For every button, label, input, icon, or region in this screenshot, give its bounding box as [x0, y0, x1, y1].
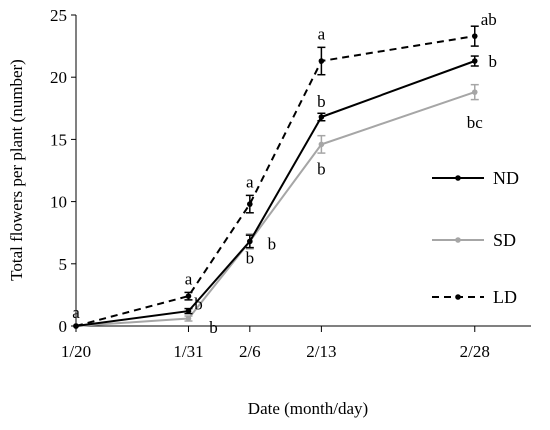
significance-letter: a	[72, 303, 80, 322]
y-tick-label: 25	[50, 6, 67, 25]
x-axis-title: Date (month/day)	[248, 399, 368, 418]
y-tick-label: 5	[59, 255, 68, 274]
y-tick-label: 20	[50, 68, 67, 87]
axes	[75, 15, 531, 327]
significance-letter: a	[246, 172, 254, 191]
significance-letter: b	[489, 52, 498, 71]
significance-letter: b	[194, 295, 203, 314]
y-tick-label: 15	[50, 130, 67, 149]
legend-swatch-marker	[455, 294, 461, 300]
x-tick-label: 2/6	[239, 342, 261, 361]
significance-letter: b	[268, 234, 277, 253]
data-point	[185, 315, 192, 322]
legend-item-nd: ND	[432, 168, 519, 188]
y-axis-title: Total flowers per plant (number)	[7, 59, 26, 281]
data-point	[318, 114, 325, 120]
y-tick-label: 0	[59, 317, 68, 336]
significance-letter: b	[317, 159, 326, 178]
legend-label: ND	[493, 168, 519, 188]
series-line-nd	[75, 60, 476, 327]
legend-label: SD	[493, 230, 516, 250]
x-tick-label: 2/13	[306, 342, 336, 361]
series-line-ld	[75, 35, 475, 327]
x-tick-label: 2/28	[460, 342, 490, 361]
legend-swatch-marker	[455, 237, 461, 243]
legend: ND SD LD	[432, 168, 519, 307]
significance-letter: b	[317, 92, 326, 111]
data-point	[73, 323, 79, 329]
x-tick-label: 1/20	[61, 342, 91, 361]
significance-letter: ab	[481, 10, 497, 29]
legend-item-ld: LD	[432, 287, 517, 307]
data-point	[247, 238, 253, 245]
legend-label: LD	[493, 287, 517, 307]
significance-letter: bc	[467, 113, 484, 132]
data-point	[318, 141, 325, 148]
significance-letter: a	[318, 24, 326, 43]
data-point	[471, 58, 478, 64]
data-point	[471, 33, 478, 39]
legend-item-sd: SD	[432, 230, 516, 250]
series-layer	[73, 25, 479, 329]
data-point	[247, 201, 253, 207]
series-sd	[73, 83, 479, 329]
legend-swatch-marker	[455, 175, 461, 181]
significance-letter: b	[209, 318, 218, 337]
significance-letter: a	[185, 269, 193, 288]
data-point	[318, 58, 325, 64]
series-line-sd	[75, 91, 476, 327]
x-axis-ticks: 1/20 1/31 2/6 2/13 2/28	[61, 326, 490, 361]
data-point	[185, 308, 192, 314]
y-axis-ticks: 0 5 10 15 20 25	[50, 6, 76, 336]
significance-letter: b	[246, 248, 255, 267]
y-tick-label: 10	[50, 193, 67, 212]
data-point	[471, 89, 478, 95]
series-ld	[73, 25, 479, 329]
x-tick-label: 1/31	[173, 342, 203, 361]
series-nd	[73, 55, 479, 329]
data-point	[185, 293, 192, 299]
